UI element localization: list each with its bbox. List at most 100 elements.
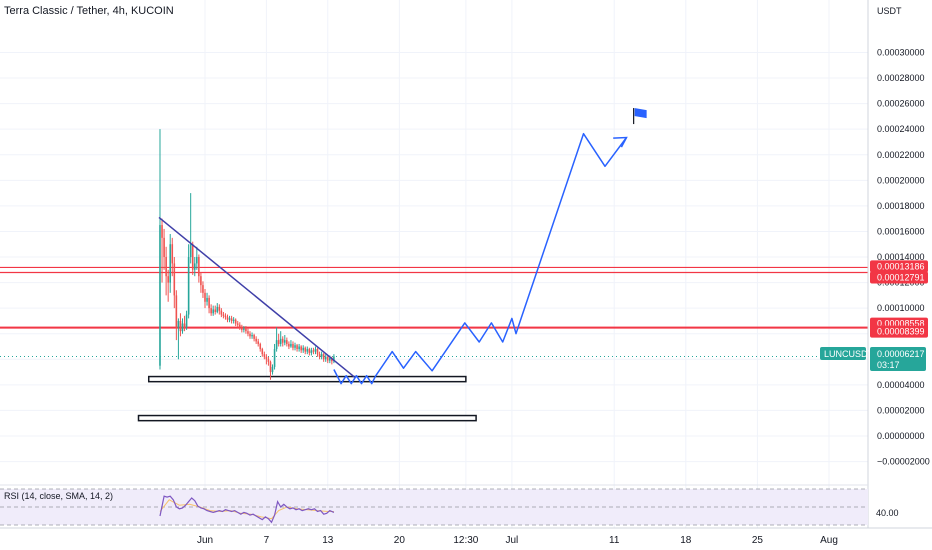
time-tick-label: Jul: [506, 535, 519, 546]
time-tick-label: 11: [609, 535, 620, 546]
projection-path[interactable]: [333, 132, 628, 385]
price-tick-label: 0.00002000: [877, 405, 925, 415]
candle-body: [224, 315, 227, 318]
price-tick-label: 0.00018000: [877, 201, 925, 211]
candle-body: [191, 244, 194, 270]
price-tick-label: 0.00028000: [877, 73, 925, 83]
candle-body: [271, 366, 274, 373]
candle-body: [173, 263, 176, 296]
candle-body: [228, 318, 231, 320]
candle-body: [177, 320, 180, 328]
candle-body: [306, 349, 309, 352]
candle-body: [310, 350, 313, 353]
candle-body: [300, 346, 302, 351]
candle-body: [175, 295, 178, 328]
symbol-badge: [820, 347, 866, 360]
candle-body: [202, 285, 204, 293]
candle-body: [234, 319, 237, 324]
grid-lines: [0, 0, 868, 528]
candle-body: [263, 354, 266, 357]
rsi-level-label: 40.00: [876, 508, 899, 518]
candle-body: [261, 349, 264, 355]
price-tick-label: 0.00026000: [877, 99, 925, 109]
candle-body: [161, 225, 163, 238]
candle-body: [331, 358, 333, 362]
candle-body: [281, 338, 284, 343]
candle-body: [312, 350, 315, 352]
candle-body: [314, 349, 317, 352]
price-tick-label: 0.00016000: [877, 226, 925, 236]
candle-body: [232, 319, 235, 321]
candle-body: [294, 345, 296, 348]
descending-trendline[interactable]: [158, 216, 356, 379]
candle-body: [265, 356, 268, 360]
candle-body: [165, 257, 167, 277]
rsi-line: [159, 495, 335, 524]
time-tick-label: 20: [394, 535, 406, 546]
candle-body: [255, 338, 257, 342]
candle-body: [253, 335, 255, 339]
candle-body: [230, 318, 233, 321]
price-axis-currency: USDT: [877, 6, 902, 16]
candle-body: [320, 354, 323, 357]
bar-countdown: 03:17: [877, 360, 900, 370]
candle-body: [259, 343, 262, 350]
last-price-value: 0.00006217: [877, 349, 925, 359]
candle-body: [283, 340, 286, 343]
time-tick-label: Aug: [820, 535, 838, 546]
candle-body: [308, 349, 311, 353]
candle-body: [220, 310, 223, 315]
candle-body: [279, 338, 282, 344]
price-tick-label: 0.00004000: [877, 380, 925, 390]
rsi-label[interactable]: RSI (14, close, SMA, 14, 2): [4, 491, 113, 501]
time-axis-ticks: Jun 7 13 20 12:30 Jul 11 18 25 Aug: [197, 535, 838, 546]
candle-body: [316, 349, 319, 355]
candle-body: [302, 347, 305, 351]
price-tick-label: 0.00030000: [877, 47, 925, 57]
candle-body: [206, 297, 208, 302]
price-tag-badge: [870, 271, 928, 284]
candle-body: [241, 327, 243, 330]
candle-body: [275, 340, 278, 350]
price-tag-label: 0.00008399: [877, 327, 925, 337]
candle-body: [251, 335, 253, 337]
rsi-level-lines: [0, 488, 868, 526]
price-tag-label: 0.00008558: [877, 319, 925, 329]
candle-body: [198, 257, 200, 277]
candle-body: [171, 244, 174, 264]
candle-body: [185, 314, 188, 328]
candle-body: [277, 340, 280, 344]
candle-body: [257, 341, 259, 344]
candle-body: [267, 359, 270, 362]
candle-body: [204, 292, 206, 302]
candle-body: [286, 340, 288, 344]
candle-body: [167, 276, 169, 283]
candle-body: [269, 361, 272, 373]
candle-body: [290, 343, 292, 347]
support-zones[interactable]: [137, 375, 477, 422]
flag-icon[interactable]: [633, 108, 647, 125]
candle-body: [216, 306, 219, 312]
candle-body: [236, 323, 239, 325]
candle-body: [189, 244, 192, 258]
candle-body: [333, 356, 335, 362]
candle-body: [169, 244, 172, 283]
candle-body: [179, 320, 182, 332]
resistance-lines[interactable]: [0, 266, 868, 329]
candle-body: [212, 309, 214, 314]
candle-body: [318, 354, 321, 357]
candle-body: [288, 343, 290, 347]
candle-body: [222, 314, 225, 316]
candle-body: [196, 257, 198, 264]
candle-body: [298, 346, 300, 350]
price-tag-label: 0.00012791: [877, 272, 925, 282]
price-tick-label: 0.00000000: [877, 431, 925, 441]
flag-cloth: [634, 108, 647, 119]
candle-body: [329, 358, 331, 361]
candle-body: [292, 343, 294, 348]
candle-body: [249, 333, 251, 337]
time-tick-label: 7: [264, 535, 270, 546]
price-tag-badge: [870, 260, 928, 273]
projection-arrowhead: [613, 136, 628, 148]
